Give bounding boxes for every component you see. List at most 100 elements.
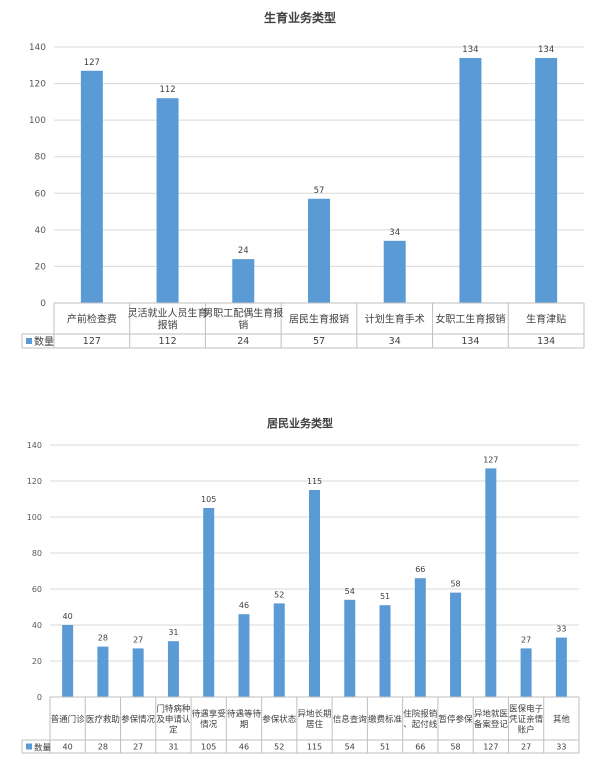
table-value: 134 — [461, 336, 479, 347]
y-tick-label: 140 — [27, 441, 42, 450]
data-label: 66 — [415, 565, 425, 574]
x-tick-label: 待遇享受情况 — [192, 709, 227, 731]
legend-label: 数量 — [34, 335, 54, 348]
x-tick-label: 参保情况 — [121, 714, 156, 725]
data-label: 127 — [84, 58, 100, 68]
x-tick-label: 暂停参保 — [439, 714, 474, 725]
bar — [450, 592, 462, 697]
data-label: 127 — [483, 455, 498, 464]
chart-title: 生育业务类型 — [264, 10, 336, 25]
data-label: 27 — [133, 635, 143, 644]
table-value: 31 — [168, 743, 178, 752]
table-value: 46 — [239, 743, 249, 752]
table-value: 33 — [556, 743, 566, 752]
bar — [156, 98, 179, 303]
table-value: 127 — [83, 336, 101, 347]
table-value: 54 — [345, 743, 355, 752]
legend-key — [26, 743, 32, 750]
table-value: 112 — [159, 336, 177, 347]
bar — [555, 637, 567, 697]
bar — [535, 57, 558, 303]
table-value: 34 — [389, 336, 401, 347]
chart-title: 居民业务类型 — [267, 416, 333, 430]
y-tick-label: 60 — [35, 189, 47, 199]
table-value: 58 — [450, 743, 460, 752]
data-label: 28 — [98, 634, 108, 643]
x-tick-label: 普通门诊 — [51, 714, 86, 725]
y-tick-label: 100 — [29, 116, 46, 126]
y-tick-label: 40 — [35, 226, 47, 236]
bar — [132, 648, 144, 697]
data-label: 105 — [201, 495, 216, 504]
data-label: 115 — [307, 477, 322, 486]
bar — [459, 57, 482, 303]
data-label: 31 — [168, 628, 178, 637]
x-tick-label: 医疗救助 — [86, 714, 120, 725]
data-label: 24 — [238, 246, 249, 256]
legend-key — [26, 338, 32, 344]
table-value: 115 — [307, 743, 322, 752]
table-value: 24 — [237, 336, 249, 347]
x-tick-label: 其他 — [553, 714, 571, 725]
x-tick-label: 异地长期居住 — [297, 709, 331, 731]
table-value: 28 — [98, 743, 108, 752]
x-tick-label: 参保状态 — [262, 714, 297, 725]
data-label: 57 — [314, 186, 325, 196]
table-value: 52 — [274, 743, 284, 752]
y-tick-label: 120 — [27, 477, 42, 486]
bar — [308, 198, 330, 303]
x-tick-label: 灵活就业人员生育报销 — [128, 307, 208, 332]
bar — [520, 648, 532, 697]
bar — [62, 625, 74, 697]
data-label: 134 — [538, 45, 554, 55]
y-tick-label: 100 — [27, 513, 42, 522]
x-tick-label: 信息查询 — [333, 714, 367, 725]
x-tick-label: 居民生育报销 — [289, 313, 349, 326]
data-label: 52 — [274, 590, 284, 599]
bar — [273, 603, 285, 697]
bar — [485, 468, 497, 697]
x-tick-label: 女职工生育报销 — [435, 313, 505, 326]
table-value: 27 — [133, 743, 143, 752]
table-value: 127 — [483, 743, 498, 752]
y-tick-label: 0 — [37, 693, 42, 702]
x-tick-label: 生育津贴 — [526, 313, 566, 326]
x-tick-label: 男职工配偶生育报销 — [203, 307, 283, 332]
x-tick-label: 产前检查费 — [67, 313, 117, 326]
data-label: 33 — [556, 625, 566, 634]
bar — [344, 599, 356, 697]
y-tick-label: 120 — [29, 80, 46, 90]
data-label: 27 — [521, 635, 531, 644]
bar — [167, 641, 179, 697]
y-tick-label: 60 — [32, 585, 42, 594]
data-label: 54 — [345, 587, 355, 596]
x-tick-label: 住院报销、起付线 — [403, 709, 438, 731]
bar — [414, 578, 426, 697]
data-label: 112 — [159, 85, 175, 95]
y-tick-label: 0 — [40, 299, 46, 309]
y-tick-label: 20 — [35, 262, 47, 272]
bar — [97, 646, 109, 697]
table-value: 66 — [415, 743, 425, 752]
bar — [80, 70, 103, 304]
data-label: 58 — [450, 580, 460, 589]
bar — [238, 614, 250, 697]
x-tick-label: 待遇等待期 — [227, 709, 262, 731]
legend-label: 数量 — [34, 743, 52, 754]
chart-birth-business-types: 生育业务类型 0 20 40 60 80 100 120 140 127 112 24 57 34 134 1… — [21, 10, 585, 349]
data-label: 46 — [239, 601, 249, 610]
data-label: 40 — [63, 612, 73, 621]
bar — [379, 605, 391, 697]
table-value: 134 — [537, 336, 555, 347]
bar — [203, 508, 215, 697]
table-value: 51 — [380, 743, 390, 752]
y-tick-label: 80 — [32, 549, 42, 558]
x-tick-label: 缴费标准 — [368, 714, 403, 725]
data-label: 34 — [389, 228, 400, 238]
chart-resident-business-types: 居民业务类型 0 20 40 60 80 100 120 140 40 28 27 31 105 46 52 1… — [21, 416, 580, 754]
bar — [383, 240, 406, 303]
data-label: 134 — [462, 45, 478, 55]
data-label: 51 — [380, 592, 390, 601]
table-value: 27 — [521, 743, 531, 752]
x-tick-label: 计划生育手术 — [365, 313, 425, 326]
